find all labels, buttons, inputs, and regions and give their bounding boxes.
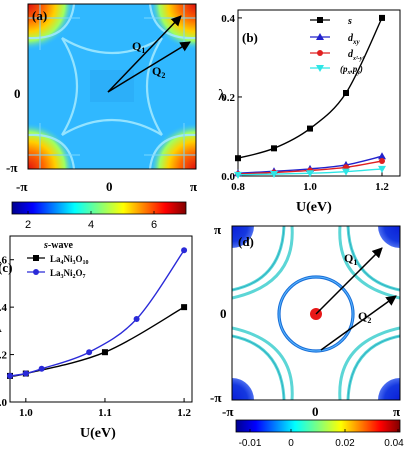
y-tick-label: 0.2 <box>221 92 235 104</box>
series-1-point-1 <box>22 370 29 377</box>
panel-d-cbar-tick-002: 0.02 <box>335 438 355 449</box>
series-1-point-4 <box>378 152 386 160</box>
y-tick-label: 0.0 <box>0 397 8 409</box>
panel-c-axes: 1.0 1.1 1.2 0.0 0.2 0.4 0.6 <box>0 255 191 419</box>
panel-a-xtick-minuspi: -π <box>16 179 27 194</box>
y-tick-label: 0.2 <box>0 350 8 362</box>
x-tick-label: 1.2 <box>177 407 191 419</box>
panel-d-q2-arrow <box>320 295 397 351</box>
panel-a-cbar-tick-2: 2 <box>25 219 31 231</box>
panel-d-q1-arrow <box>315 247 383 315</box>
panel-d-cbar-tick-m001: -0.01 <box>239 438 262 449</box>
panel-c-legend: s-wave La4Ni3O10 La3Ni2O7 <box>27 240 89 280</box>
panel-d-colorbar <box>235 419 401 433</box>
panel-a-ytick-0: 0 <box>14 86 21 101</box>
panel-d-ytick-0: 0 <box>220 306 227 321</box>
panel-c-plot <box>7 247 188 379</box>
panel-a-cbar-tick-6: 6 <box>151 219 157 231</box>
panel-b: (b) λ U(eV) 0.8 1.0 1.2 0.0 0.2 0.4 s dxy dx²… <box>218 9 401 215</box>
series-0-point-3 <box>343 90 349 96</box>
panel-b-ylabel: λ <box>218 87 226 104</box>
series-3-point-0 <box>234 171 242 179</box>
series-1-point-3 <box>86 349 93 356</box>
panel-a-heatmap <box>28 4 196 169</box>
panel-a: Q1 Q2 (a) 0 -π -π 0 π 2 4 6 <box>6 3 197 231</box>
x-tick-label: 0.8 <box>231 181 245 193</box>
series-0-point-2 <box>307 125 313 132</box>
series-2-point-4 <box>379 157 385 164</box>
panel-c-frame <box>9 235 193 403</box>
panel-c-legend-la4: La4Ni3O10 <box>50 254 89 266</box>
series-0-point-1 <box>271 145 277 152</box>
series-1-point-4 <box>133 316 140 322</box>
panel-a-q2-arrow <box>107 41 191 93</box>
series-3-point-1 <box>270 171 278 179</box>
panel-b-label: (b) <box>242 30 258 45</box>
x-tick-label: 1.2 <box>375 181 389 193</box>
panel-b-plot <box>234 14 386 179</box>
series-0-point-0 <box>235 155 241 162</box>
panel-d-cbar-tick-0: 0 <box>288 438 294 449</box>
panel-d-cbar-tick-004: 0.04 <box>384 438 404 449</box>
panel-d-xtick-pi: π <box>393 404 400 419</box>
panel-c-ylabel: λ <box>0 319 2 336</box>
panel-d: Q1 Q2 (d) π 0 -π -π 0 π -0.01 0 0.02 0.0… <box>210 222 404 449</box>
series-0-point-2 <box>101 349 108 356</box>
panel-d-label: (d) <box>238 234 254 249</box>
panel-a-cbar-tick-4: 4 <box>88 219 94 231</box>
panel-d-ytick-pi: π <box>214 222 221 237</box>
series-line-0 <box>237 17 383 159</box>
panel-c-xlabel: U(eV) <box>80 426 116 441</box>
y-tick-label: 0.4 <box>221 13 235 25</box>
panel-b-legend-pxpy: (px,py) <box>340 64 363 76</box>
series-1-point-2 <box>38 365 45 372</box>
panel-b-xlabel: U(eV) <box>296 200 332 215</box>
panel-a-xtick-pi: π <box>190 179 197 194</box>
panel-b-legend-dxy: dxy <box>348 33 361 46</box>
panel-d-xtick-0: 0 <box>312 404 319 419</box>
panel-c-label: (c) <box>0 260 12 275</box>
panel-b-legend: s dxy dx²-y² (px,py) <box>310 16 364 76</box>
panel-b-frame <box>237 9 401 177</box>
panel-c-legend-title: s-wave <box>43 240 73 251</box>
y-tick-label: 0.6 <box>0 255 8 267</box>
series-3-point-2 <box>306 170 314 178</box>
panel-a-colorbar <box>11 201 187 215</box>
x-tick-label: 1.1 <box>98 407 112 419</box>
panel-a-xtick-0: 0 <box>106 179 113 194</box>
panel-d-xtick-minuspi: -π <box>222 404 233 419</box>
x-tick-label: 1.0 <box>19 407 33 419</box>
panel-a-ytick-minuspi: -π <box>6 160 17 175</box>
panel-c: (c) λ U(eV) 1.0 1.1 1.2 0.0 0.2 0.4 0.6 s-wave… <box>0 235 193 441</box>
panel-c-legend-la3: La3Ni2O7 <box>50 268 86 280</box>
series-1-point-0 <box>7 372 13 379</box>
panel-b-legend-s: s <box>347 16 352 27</box>
series-3-point-4 <box>378 165 386 173</box>
panel-a-label: (a) <box>32 8 47 23</box>
panel-b-axes: 0.8 1.0 1.2 0.0 0.2 0.4 <box>221 13 389 193</box>
series-0-point-3 <box>181 304 188 311</box>
series-0-point-4 <box>379 14 385 21</box>
y-tick-label: 0.0 <box>221 171 235 183</box>
panel-b-legend-dx2y2: dx²-y² <box>348 49 364 62</box>
x-tick-label: 1.0 <box>303 181 317 193</box>
y-tick-label: 0.4 <box>0 302 8 314</box>
series-line-0 <box>9 306 185 377</box>
series-3-point-3 <box>342 168 350 176</box>
panel-d-ytick-minuspi: -π <box>210 390 221 405</box>
panel-a-q1-arrow <box>107 15 182 93</box>
series-1-point-5 <box>181 247 188 254</box>
